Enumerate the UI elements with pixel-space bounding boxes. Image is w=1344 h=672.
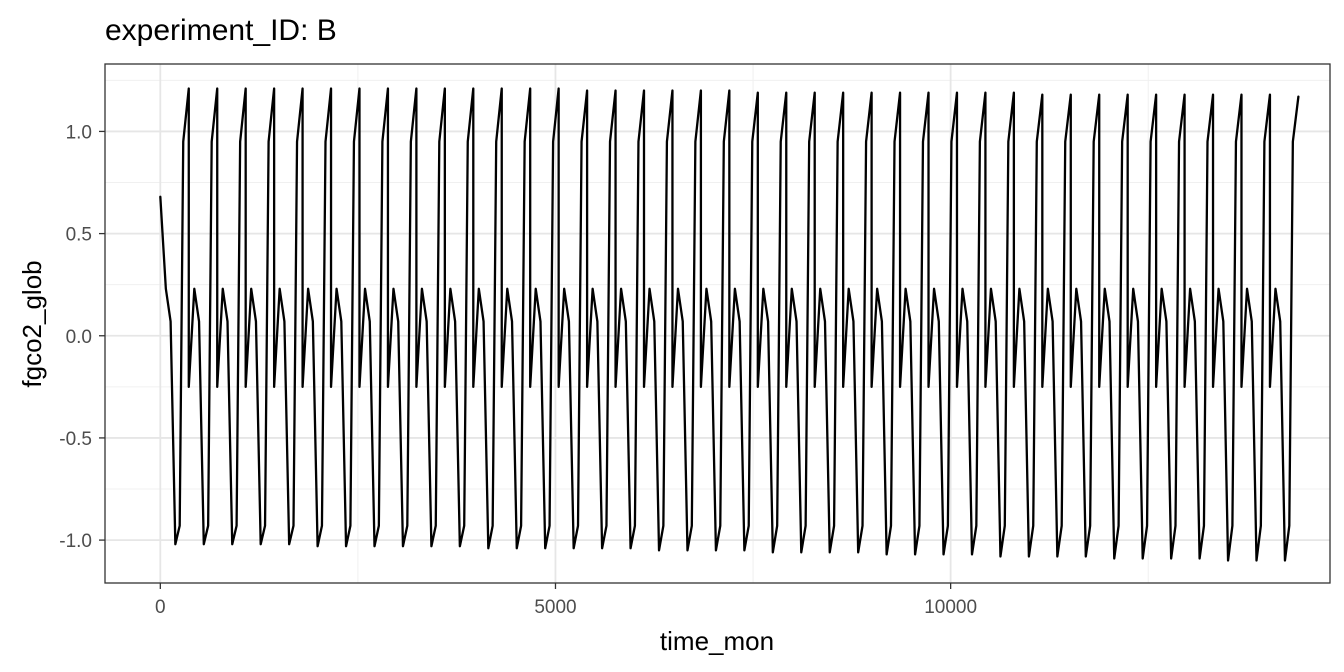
y-tick-label: 0.5 — [66, 225, 92, 246]
y-axis: -1.0 -0.5 0.0 0.5 1.0 — [59, 122, 105, 552]
series-line-fgco2-glob — [159, 87, 1300, 562]
y-tick-label: -0.5 — [59, 429, 92, 450]
y-tick-label: 0.0 — [66, 327, 92, 348]
panel-border — [104, 63, 1331, 584]
x-axis: 0 5000 10000 — [155, 583, 977, 618]
chart-title: experiment_ID: B — [105, 14, 337, 47]
x-tick-label: 0 — [155, 597, 166, 618]
x-tick-label: 5000 — [534, 597, 576, 618]
y-axis-title: fgco2_glob — [17, 260, 47, 387]
y-tick-label: 1.0 — [66, 122, 92, 143]
x-axis-title: time_mon — [660, 626, 774, 656]
x-tick-label: 10000 — [924, 597, 977, 618]
series-group — [159, 87, 1300, 562]
y-tick-label: -1.0 — [59, 531, 92, 552]
